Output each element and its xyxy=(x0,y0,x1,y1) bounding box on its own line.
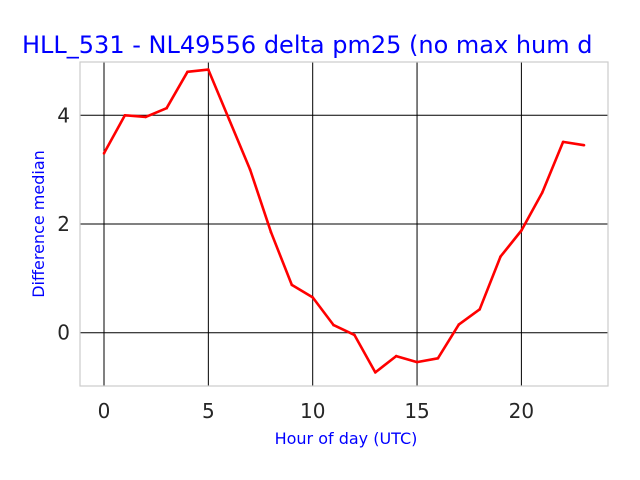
data-point xyxy=(207,68,210,71)
x-tick-label: 5 xyxy=(202,399,215,423)
y-tick-label: 4 xyxy=(57,103,70,127)
data-point xyxy=(478,308,481,311)
grid-lines xyxy=(80,62,608,386)
x-tick-label: 10 xyxy=(300,399,325,423)
data-point xyxy=(165,106,168,110)
y-axis-label: Difference median xyxy=(29,150,48,298)
data-point xyxy=(269,230,273,234)
series-layer xyxy=(102,68,586,374)
data-point xyxy=(457,323,461,326)
tick-labels: 0 5 10 15 20 0 2 4 xyxy=(57,103,534,423)
plot-frame xyxy=(79,61,609,387)
y-tick-label: 2 xyxy=(57,212,70,236)
data-point xyxy=(353,333,356,337)
data-point xyxy=(248,168,252,171)
data-point xyxy=(123,113,127,117)
data-point xyxy=(561,140,565,144)
data-point xyxy=(394,354,398,358)
data-point xyxy=(290,283,294,287)
data-point xyxy=(102,152,106,155)
data-point xyxy=(436,356,440,360)
data-point xyxy=(520,229,523,232)
x-tick-label: 15 xyxy=(404,399,429,423)
x-tick-label: 20 xyxy=(509,399,534,423)
data-point xyxy=(540,191,544,194)
data-point xyxy=(144,115,148,119)
y-tick-label: 0 xyxy=(57,321,70,345)
x-tick-label: 0 xyxy=(98,399,111,423)
data-point xyxy=(332,323,335,327)
data-point xyxy=(374,371,377,374)
data-point xyxy=(311,296,314,299)
data-point xyxy=(582,143,586,147)
data-point xyxy=(499,255,502,258)
x-axis-label: Hour of day (UTC) xyxy=(275,429,418,448)
data-point xyxy=(227,118,231,121)
series-line xyxy=(102,68,585,374)
data-point xyxy=(415,360,419,364)
chart-title: HLL_531 - NL49556 delta pm25 (no max hum… xyxy=(22,31,592,59)
data-point xyxy=(186,70,189,74)
